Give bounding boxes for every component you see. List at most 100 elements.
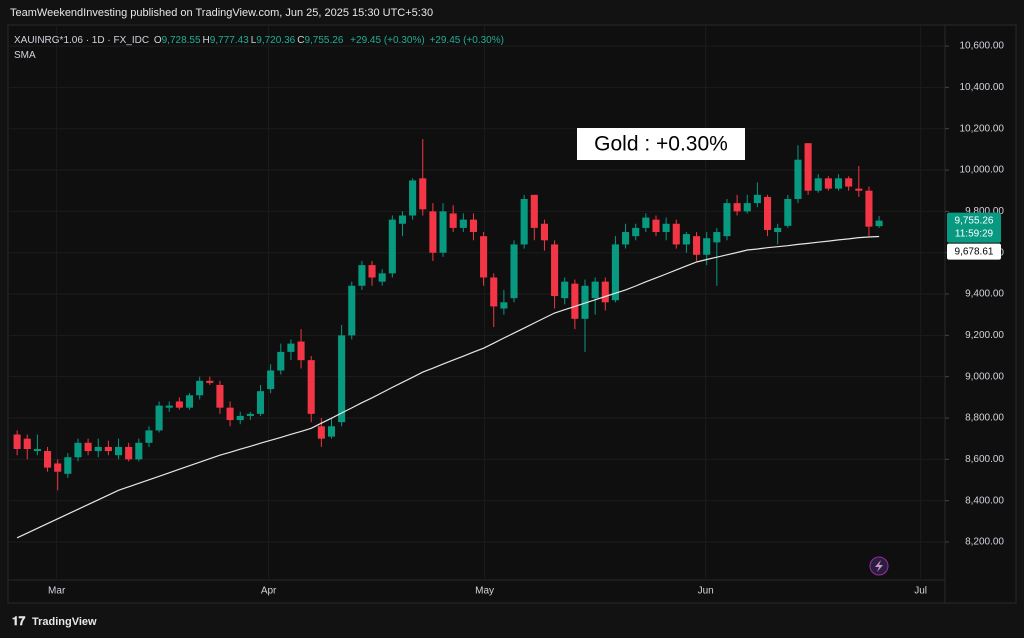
- legend-value: 9,755.26: [304, 35, 344, 46]
- candle-body: [54, 463, 62, 472]
- candle-body: [459, 219, 467, 228]
- annotation: Gold : +0.30%: [594, 133, 728, 156]
- candle-body: [804, 143, 812, 191]
- candle-body: [226, 407, 234, 421]
- candle-body: [206, 380, 214, 383]
- candle-body: [307, 360, 315, 414]
- legend-key: L: [250, 35, 257, 46]
- candle-body: [196, 380, 204, 396]
- candle-body: [74, 442, 82, 458]
- candle-body: [348, 285, 356, 336]
- candle-body: [84, 442, 92, 452]
- footer-bar: [0, 605, 1024, 638]
- candle-body: [185, 395, 194, 408]
- candle-body: [419, 178, 427, 210]
- candle-body: [622, 232, 630, 245]
- sma-line: [16, 235, 880, 539]
- candle-body: [774, 227, 782, 233]
- y-tick-label: 10,000.00: [960, 165, 1005, 176]
- candle-body: [480, 236, 488, 278]
- last-price-label: 9,755.26: [955, 215, 994, 226]
- candle-body: [794, 159, 802, 199]
- candle-body: [703, 238, 711, 255]
- x-tick-label: Mar: [48, 586, 66, 597]
- candle-body: [277, 351, 285, 371]
- legend-indicator: SMA: [14, 50, 36, 61]
- candle-body: [246, 413, 254, 416]
- candle-body: [236, 415, 244, 421]
- candle-body: [875, 220, 883, 227]
- candle-body: [125, 446, 133, 460]
- countdown: 11:59:29: [955, 228, 994, 239]
- candle-body: [500, 302, 508, 309]
- brand: TradingView: [32, 616, 97, 628]
- candle-body: [713, 232, 721, 243]
- candle-body: [287, 343, 295, 352]
- x-tick-label: Jul: [914, 586, 927, 597]
- alert-icon-bolt: [875, 560, 883, 572]
- candle-body: [104, 446, 112, 452]
- candle-body: [561, 281, 569, 299]
- candle-body: [155, 405, 163, 431]
- y-tick-label: 8,400.00: [965, 495, 1004, 506]
- legend-fields: O9,728.55 H9,777.43 L9,720.36 C9,755.26: [154, 35, 346, 46]
- y-tick-label: 10,600.00: [960, 41, 1005, 52]
- candle-body: [723, 203, 731, 237]
- legend-key: C: [297, 35, 305, 46]
- candle-body: [520, 198, 528, 245]
- candle-body: [317, 426, 325, 439]
- x-tick-label: Apr: [261, 586, 277, 597]
- y-tick-label: 10,400.00: [960, 82, 1005, 93]
- candle-body: [591, 281, 599, 299]
- candle-body: [490, 277, 498, 307]
- legend-key: H: [202, 35, 210, 46]
- candle-body: [571, 283, 579, 319]
- candle-body: [693, 236, 701, 255]
- legend-value: 9,777.43: [209, 35, 249, 46]
- logo-mark: 𝟏𝟕: [12, 614, 26, 628]
- y-tick-label: 9,000.00: [965, 371, 1004, 382]
- candle-body: [439, 211, 447, 253]
- candle-body: [23, 438, 31, 449]
- sma-price-box: [947, 243, 1001, 260]
- candle-body: [642, 217, 650, 228]
- candle-body: [368, 265, 376, 278]
- candle-body: [672, 223, 680, 245]
- y-tick-label: 9,800.00: [965, 206, 1004, 217]
- candle-body: [510, 244, 518, 299]
- legend-change: +29.45 (+0.30%): [429, 35, 504, 46]
- candle-body: [378, 273, 386, 282]
- candle-body: [388, 219, 396, 274]
- candle-body: [845, 178, 853, 187]
- candle-body: [652, 219, 660, 233]
- y-tick-label: 10,200.00: [960, 123, 1005, 134]
- candle-body: [449, 213, 457, 228]
- candle-body: [94, 446, 102, 452]
- sma-price-label: 9,678.61: [955, 246, 994, 257]
- candle-body: [175, 401, 183, 408]
- candle-body: [327, 426, 336, 437]
- legend-key: O: [153, 35, 162, 46]
- candle-body: [114, 446, 123, 456]
- candle-body: [33, 448, 41, 452]
- header: TeamWeekendInvesting published on Tradin…: [10, 7, 433, 19]
- candle-body: [753, 194, 761, 204]
- candle-body: [662, 223, 670, 233]
- candle-body: [297, 341, 305, 361]
- y-tick-label: 8,200.00: [965, 537, 1004, 548]
- candle-body: [358, 265, 366, 286]
- candle-body: [855, 188, 863, 191]
- candle-body: [763, 196, 772, 230]
- candle-body: [165, 405, 173, 408]
- legend-symbol: XAUINRG*1.06 · 1D · FX_IDC: [14, 35, 150, 46]
- legend-value: 9,720.36: [256, 35, 296, 46]
- candle-body: [135, 442, 143, 460]
- candle-body: [64, 457, 72, 474]
- candle-body: [551, 244, 559, 297]
- candle-body: [743, 203, 751, 212]
- plot: 8,200.00 8,400.00 8,600.00 8,800.00 9,000.00…: [8, 25, 1004, 597]
- legend-change: +29.45 (+0.30%): [350, 35, 425, 46]
- candle-body: [581, 285, 589, 319]
